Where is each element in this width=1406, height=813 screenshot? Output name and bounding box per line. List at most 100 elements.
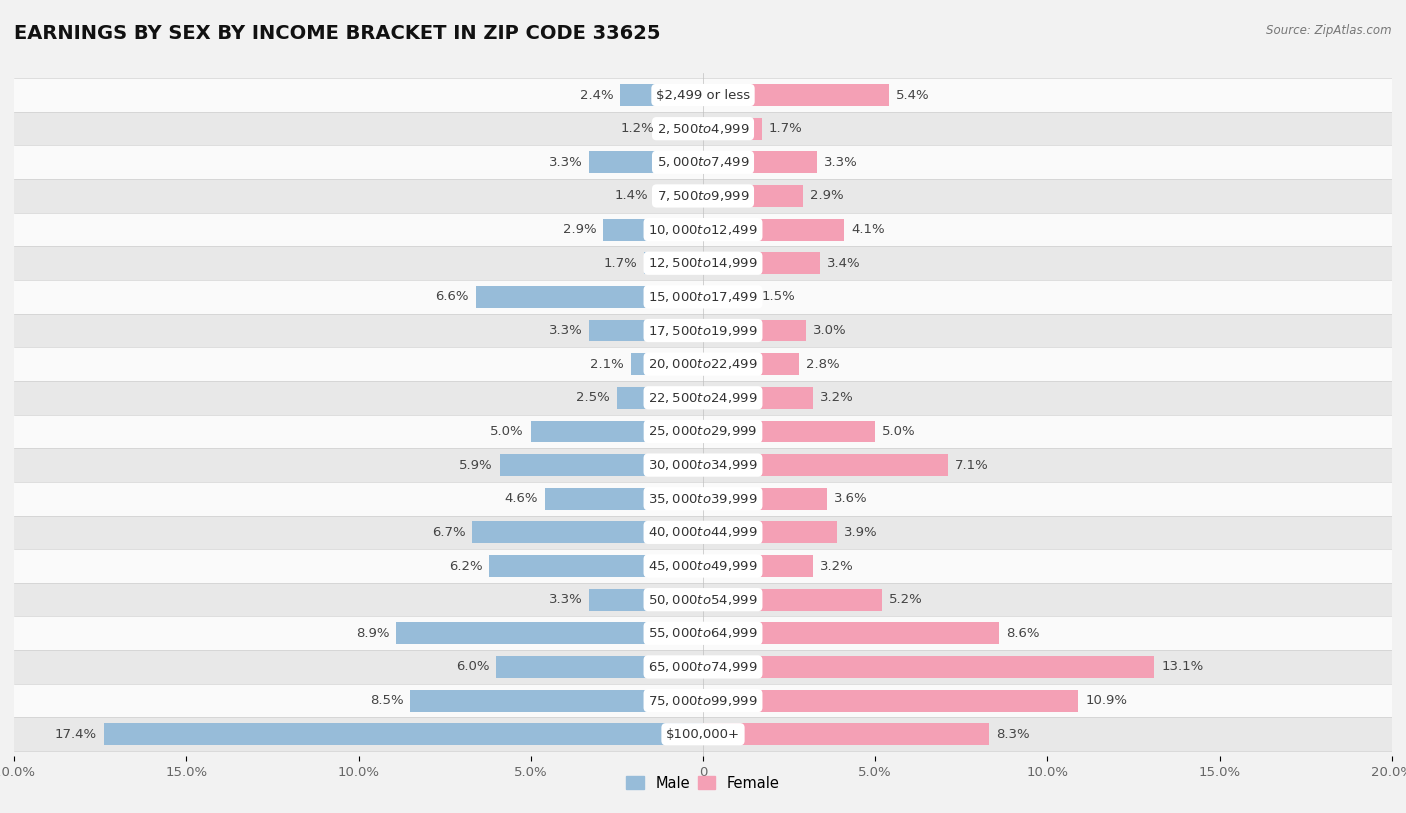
- Text: 8.5%: 8.5%: [370, 694, 404, 707]
- Bar: [411, 689, 703, 711]
- Bar: [620, 84, 703, 106]
- Bar: [703, 656, 1154, 678]
- Bar: [14, 213, 1392, 246]
- Text: 2.8%: 2.8%: [807, 358, 839, 371]
- Bar: [589, 320, 703, 341]
- Bar: [662, 118, 703, 140]
- Bar: [14, 717, 1392, 751]
- Text: $25,000 to $29,999: $25,000 to $29,999: [648, 424, 758, 438]
- Bar: [14, 246, 1392, 280]
- Text: Source: ZipAtlas.com: Source: ZipAtlas.com: [1267, 24, 1392, 37]
- Bar: [703, 286, 755, 308]
- Bar: [396, 623, 703, 644]
- Text: 2.5%: 2.5%: [576, 391, 610, 404]
- Bar: [703, 454, 948, 476]
- Text: 8.6%: 8.6%: [1007, 627, 1039, 640]
- Text: 3.3%: 3.3%: [548, 156, 582, 169]
- Text: 6.6%: 6.6%: [436, 290, 468, 303]
- Bar: [14, 650, 1392, 684]
- Text: $7,500 to $9,999: $7,500 to $9,999: [657, 189, 749, 203]
- Bar: [472, 521, 703, 543]
- Text: 10.9%: 10.9%: [1085, 694, 1128, 707]
- Bar: [589, 151, 703, 173]
- Bar: [703, 320, 807, 341]
- Text: $50,000 to $54,999: $50,000 to $54,999: [648, 593, 758, 606]
- Bar: [14, 415, 1392, 448]
- Bar: [475, 286, 703, 308]
- Bar: [703, 589, 882, 611]
- Text: 2.1%: 2.1%: [591, 358, 624, 371]
- Bar: [703, 387, 813, 409]
- Text: 7.1%: 7.1%: [955, 459, 988, 472]
- Text: $17,500 to $19,999: $17,500 to $19,999: [648, 324, 758, 337]
- Text: 5.4%: 5.4%: [896, 89, 929, 102]
- Bar: [14, 112, 1392, 146]
- Bar: [14, 381, 1392, 415]
- Text: 17.4%: 17.4%: [55, 728, 97, 741]
- Text: 8.9%: 8.9%: [356, 627, 389, 640]
- Text: $2,500 to $4,999: $2,500 to $4,999: [657, 122, 749, 136]
- Text: 5.2%: 5.2%: [889, 593, 922, 606]
- Bar: [14, 78, 1392, 112]
- Text: 3.6%: 3.6%: [834, 492, 868, 505]
- Bar: [14, 515, 1392, 550]
- Bar: [703, 84, 889, 106]
- Bar: [703, 420, 875, 442]
- Text: 5.9%: 5.9%: [460, 459, 494, 472]
- Bar: [703, 185, 803, 207]
- Bar: [14, 684, 1392, 717]
- Text: $100,000+: $100,000+: [666, 728, 740, 741]
- Bar: [655, 185, 703, 207]
- Bar: [14, 347, 1392, 381]
- Bar: [14, 179, 1392, 213]
- Text: 6.2%: 6.2%: [449, 559, 482, 572]
- Text: $22,500 to $24,999: $22,500 to $24,999: [648, 391, 758, 405]
- Bar: [104, 724, 703, 746]
- Bar: [617, 387, 703, 409]
- Text: 2.4%: 2.4%: [579, 89, 613, 102]
- Bar: [14, 314, 1392, 347]
- Bar: [703, 151, 817, 173]
- Bar: [14, 448, 1392, 482]
- Text: 1.2%: 1.2%: [621, 122, 655, 135]
- Bar: [489, 555, 703, 577]
- Text: $40,000 to $44,999: $40,000 to $44,999: [648, 525, 758, 539]
- Text: $12,500 to $14,999: $12,500 to $14,999: [648, 256, 758, 270]
- Text: 3.3%: 3.3%: [824, 156, 858, 169]
- Bar: [496, 656, 703, 678]
- Text: 3.0%: 3.0%: [813, 324, 846, 337]
- Bar: [703, 252, 820, 274]
- Text: $20,000 to $22,499: $20,000 to $22,499: [648, 357, 758, 372]
- Bar: [14, 146, 1392, 179]
- Text: 2.9%: 2.9%: [810, 189, 844, 202]
- Bar: [14, 616, 1392, 650]
- Text: 4.6%: 4.6%: [505, 492, 537, 505]
- Text: 6.0%: 6.0%: [456, 660, 489, 673]
- Bar: [14, 280, 1392, 314]
- Text: 1.4%: 1.4%: [614, 189, 648, 202]
- Text: 4.1%: 4.1%: [851, 223, 884, 236]
- Text: $55,000 to $64,999: $55,000 to $64,999: [648, 626, 758, 641]
- Bar: [644, 252, 703, 274]
- Text: 1.7%: 1.7%: [603, 257, 637, 270]
- Text: 5.0%: 5.0%: [491, 425, 524, 438]
- Bar: [703, 724, 988, 746]
- Text: 3.2%: 3.2%: [820, 559, 853, 572]
- Bar: [703, 353, 800, 375]
- Text: 6.7%: 6.7%: [432, 526, 465, 539]
- Text: 1.5%: 1.5%: [762, 290, 796, 303]
- Text: $2,499 or less: $2,499 or less: [657, 89, 749, 102]
- Text: 1.7%: 1.7%: [769, 122, 803, 135]
- Text: $65,000 to $74,999: $65,000 to $74,999: [648, 660, 758, 674]
- Legend: Male, Female: Male, Female: [620, 770, 786, 797]
- Text: 3.2%: 3.2%: [820, 391, 853, 404]
- Text: EARNINGS BY SEX BY INCOME BRACKET IN ZIP CODE 33625: EARNINGS BY SEX BY INCOME BRACKET IN ZIP…: [14, 24, 661, 43]
- Text: 3.4%: 3.4%: [827, 257, 860, 270]
- Bar: [703, 521, 838, 543]
- Bar: [631, 353, 703, 375]
- Bar: [703, 488, 827, 510]
- Text: 3.3%: 3.3%: [548, 593, 582, 606]
- Bar: [703, 623, 1000, 644]
- Text: 5.0%: 5.0%: [882, 425, 915, 438]
- Text: $5,000 to $7,499: $5,000 to $7,499: [657, 155, 749, 169]
